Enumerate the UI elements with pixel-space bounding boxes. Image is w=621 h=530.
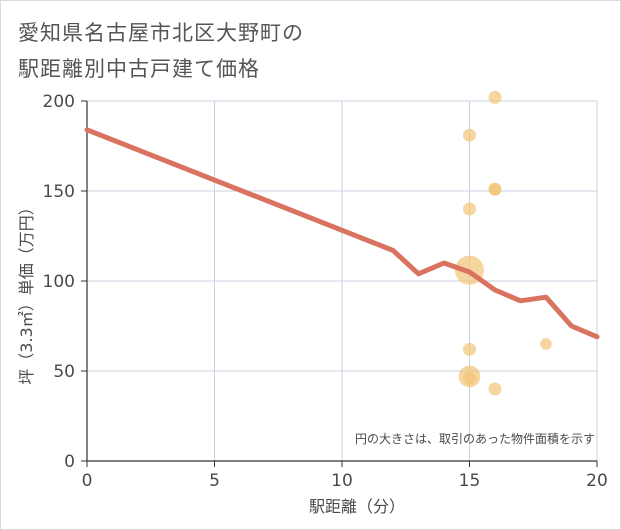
x-tick-label: 0 — [82, 471, 93, 491]
y-tick-label: 0 — [64, 452, 75, 472]
x-tick-label: 20 — [586, 471, 608, 491]
y-axis-label: 坪（3.3㎡）単価（万円） — [17, 199, 36, 384]
bubble-size-note: 円の大きさは、取引のあった物件面積を示す — [355, 431, 595, 446]
data-point — [488, 90, 502, 104]
trend-series — [84, 127, 600, 340]
y-tick-label: 200 — [43, 92, 75, 112]
data-point — [463, 342, 476, 356]
data-point — [488, 182, 502, 196]
x-tick-label: 5 — [209, 471, 220, 491]
trend-line — [84, 127, 600, 340]
grid-lines — [87, 100, 598, 461]
x-tick-label: 10 — [331, 471, 353, 491]
x-axis-label: 駅距離（分） — [309, 497, 405, 516]
data-point — [540, 338, 552, 350]
data-point — [463, 371, 476, 385]
y-tick-label: 150 — [43, 182, 75, 202]
data-point — [463, 202, 476, 216]
x-tick-label: 15 — [459, 471, 481, 491]
chart-title-line-2: 駅距離別中古戸建て価格 — [18, 57, 260, 81]
chart-title-line-1: 愛知県名古屋市北区大野町の — [18, 21, 304, 45]
data-point — [463, 128, 476, 142]
y-tick-label: 100 — [43, 272, 75, 292]
axes — [81, 100, 598, 467]
y-tick-label: 50 — [53, 362, 75, 382]
data-point — [488, 382, 502, 396]
